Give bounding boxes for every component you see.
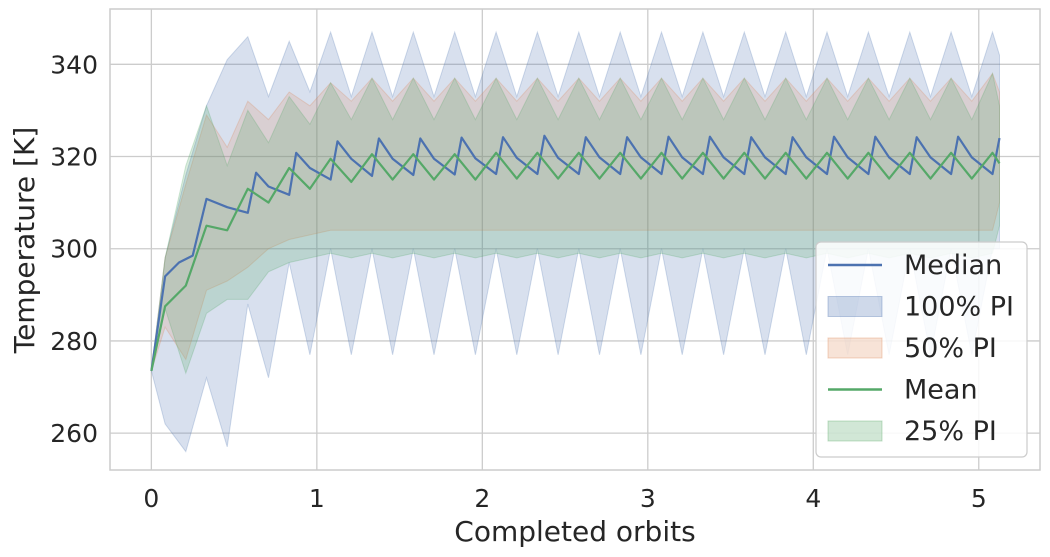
band-25-pi [150, 71, 1000, 375]
legend-swatch-100-pi [827, 296, 883, 317]
band-50-pi [150, 72, 1000, 372]
line-mean [150, 151, 1001, 372]
x-tick-label: 4 [805, 484, 821, 513]
x-tick-label: 1 [309, 484, 325, 513]
legend-label-mean: Mean [904, 375, 978, 406]
ticks: 0 1 2 3 4 5 260 280 300 320 340 [50, 50, 986, 513]
legend-swatch-25-pi [827, 420, 883, 442]
plot-frame [109, 8, 1041, 471]
x-tick-label: 5 [971, 484, 987, 513]
legend-swatch-50-pi [827, 337, 883, 359]
x-tick-label: 2 [474, 484, 490, 513]
y-tick-label: 280 [50, 327, 98, 356]
legend-label-25-pi: 25% PI [904, 416, 997, 447]
y-tick-label: 340 [50, 50, 98, 79]
x-axis-label: Completed orbits [454, 515, 695, 548]
y-tick-label: 260 [50, 419, 98, 448]
y-tick-label: 300 [50, 235, 98, 264]
legend: Median 100% PI 50% PI Mean 25% PI [815, 241, 1028, 458]
bands [150, 30, 1000, 453]
legend-label-100-pi: 100% PI [904, 292, 1014, 323]
legend-label-median: Median [904, 250, 1002, 281]
x-tick-label: 3 [640, 484, 656, 513]
legend-label-50-pi: 50% PI [904, 333, 997, 364]
band-100-pi [150, 30, 1000, 453]
lines [150, 134, 1001, 372]
y-axis-label: Temperature [K] [8, 127, 41, 354]
legend-frame [815, 241, 1028, 458]
y-tick-label: 320 [50, 143, 98, 172]
x-tick-label: 0 [143, 484, 159, 513]
